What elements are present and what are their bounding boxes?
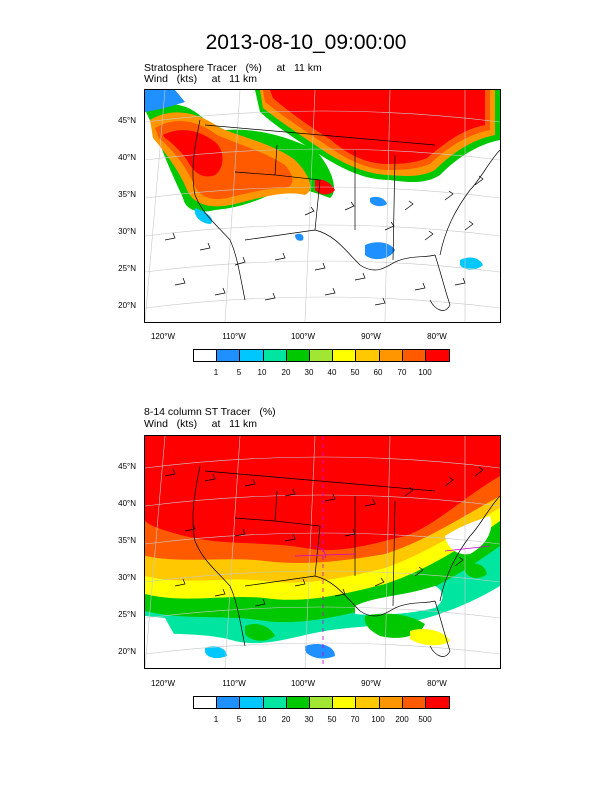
panel1-lon-label: 110°W [222,332,246,341]
panel2-lat-label: 40°N [118,499,136,508]
panel1-title-line1: Stratosphere Tracer (%) at 11 km [144,62,322,74]
panel1-colorbar-label: 20 [281,368,291,377]
panel2-colorbar-label: 1 [213,715,219,724]
colorbar-swatch [240,350,264,361]
panel1-colorbar-label: 30 [304,368,314,377]
panel2-colorbar-label: 100 [371,715,385,724]
colorbar-swatch [194,350,218,361]
colorbar-swatch [309,350,334,361]
colorbar-swatch [240,697,264,708]
panel1-colorbar-label: 1 [213,368,219,377]
colorbar-swatch [194,697,218,708]
colorbar-swatch [263,350,287,361]
colorbar-swatch [286,697,310,708]
panel1-map-svg [145,90,500,322]
panel1-lon-label: 80°W [427,332,447,341]
panel1-colorbar-label: 50 [350,368,360,377]
panel2-boundaries [192,465,500,657]
panel2-lat-label: 30°N [118,573,136,582]
panel2-graticule [145,436,500,668]
panel1-colorbar-label: 5 [236,368,242,377]
panel1-lat-label: 25°N [118,264,136,273]
panel1-colorbar-label: 60 [373,368,383,377]
panel2-title-line2: Wind (kts) at 11 km [144,418,257,430]
colorbar-swatch [333,350,357,361]
panel1-colorbar-label: 100 [418,368,432,377]
panel2-colorbar-label: 10 [257,715,267,724]
panel2-lon-label: 120°W [150,679,176,688]
panel1-title-line2: Wind (kts) at 11 km [144,73,257,85]
panel1-lat-label: 20°N [118,301,136,310]
panel2-colorbar [193,696,451,709]
colorbar-swatch [402,697,426,708]
panel1-boundaries [192,119,500,311]
colorbar-swatch [333,697,357,708]
panel2-map [144,435,501,669]
panel2-map-svg [145,436,500,668]
colorbar-swatch [263,697,287,708]
panel2-lon-label: 80°W [427,679,447,688]
main-title: 2013-08-10_09:00:00 [205,31,407,54]
panel1-lon-label: 90°W [361,332,381,341]
panel2-colorbar-label: 20 [281,715,291,724]
panel1-lon-label: 100°W [290,332,316,341]
panel2-lon-label: 110°W [222,679,246,688]
panel1-colorbar [193,349,451,362]
panel2-colorbar-label: 5 [236,715,242,724]
panel1-lat-label: 40°N [118,153,136,162]
panel2-colorbar-label: 50 [327,715,337,724]
panel1-colorbar-label: 70 [397,368,407,377]
panel2-wind-barbs [164,466,484,607]
panel2-colorbar-label: 500 [418,715,432,724]
colorbar-swatch [379,350,403,361]
panel1-map [144,89,501,323]
colorbar-swatch [356,350,380,361]
colorbar-swatch [425,697,450,708]
panel2-lon-label: 90°W [361,679,381,688]
colorbar-swatch [425,350,450,361]
colorbar-swatch [379,697,403,708]
panel2-colorbar-label: 30 [304,715,314,724]
colorbar-swatch [217,350,241,361]
panel1-lat-label: 30°N [118,227,136,236]
colorbar-swatch [217,697,241,708]
colorbar-swatch [356,697,380,708]
panel2-colorbar-label: 70 [350,715,360,724]
panel2-title-line1: 8-14 column ST Tracer (%) [144,406,276,418]
colorbar-swatch [402,350,426,361]
panel2-colorbar-label: 200 [395,715,409,724]
colorbar-swatch [286,350,310,361]
panel2-lon-label: 100°W [290,679,316,688]
panel2-lat-label: 20°N [118,647,136,656]
panel2-lat-label: 45°N [118,462,136,471]
panel2-magenta-column-lines [294,436,491,668]
colorbar-swatch [309,697,334,708]
panel2-lat-label: 25°N [118,610,136,619]
panel1-wind-barbs [164,175,484,306]
panel1-lon-label: 120°W [150,332,176,341]
panel1-graticule [145,90,500,322]
panel1-tracer-field [145,90,500,270]
panel1-lat-label: 45°N [118,116,136,125]
panel2-lat-label: 35°N [118,536,136,545]
panel1-colorbar-label: 10 [257,368,267,377]
panel1-lat-label: 35°N [118,190,136,199]
panel2-tracer-field [145,436,500,668]
panel1-colorbar-label: 40 [327,368,337,377]
